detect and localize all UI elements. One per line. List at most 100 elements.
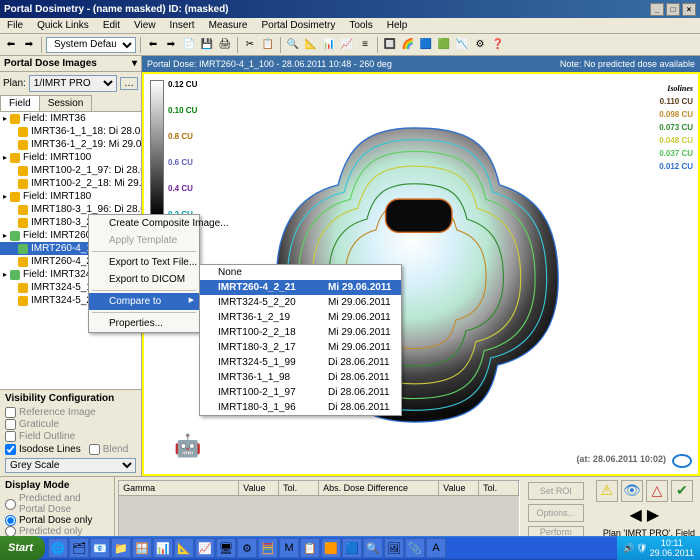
toolbar-icon[interactable]: 📄: [181, 37, 197, 53]
toolbar-icon[interactable]: 🟦: [418, 37, 434, 53]
ctx-item[interactable]: Compare to: [89, 293, 199, 310]
task-item[interactable]: 🪟: [132, 538, 152, 558]
tab-session[interactable]: Session: [39, 95, 93, 111]
context-menu[interactable]: Create Composite Image...Apply TemplateE…: [88, 214, 200, 333]
toolbar-icon[interactable]: 📈: [339, 37, 355, 53]
tree-field[interactable]: ▸Field: IMRT180: [0, 190, 141, 203]
menu-tools[interactable]: Tools: [342, 19, 379, 32]
compare-item[interactable]: IMRT36-1_2_19Mi 29.06.2011: [200, 310, 401, 325]
eye-icon[interactable]: [672, 454, 692, 468]
compare-item[interactable]: IMRT260-4_2_21Mi 29.06.2011: [200, 280, 401, 295]
task-item[interactable]: 📐: [174, 538, 194, 558]
toolbar-icon[interactable]: ⬅: [145, 37, 161, 53]
ref-image-check[interactable]: [5, 407, 16, 418]
menubar[interactable]: FileQuick LinksEditViewInsertMeasurePort…: [0, 18, 700, 34]
tree-field[interactable]: ▸Field: IMRT100: [0, 151, 141, 164]
tab-field[interactable]: Field: [0, 95, 40, 111]
maximize-button[interactable]: □: [666, 3, 680, 16]
ctx-item[interactable]: Create Composite Image...: [89, 215, 199, 232]
task-item[interactable]: 🟧: [321, 538, 341, 558]
task-item[interactable]: 🖼: [384, 538, 404, 558]
task-item[interactable]: 📋: [300, 538, 320, 558]
menu-help[interactable]: Help: [380, 19, 415, 32]
toolbar-icon[interactable]: 🔲: [382, 37, 398, 53]
toolbar-icon[interactable]: 📐: [303, 37, 319, 53]
plan-select[interactable]: 1/IMRT PRO: [29, 75, 117, 92]
tree-item[interactable]: IMRT36-1_2_19: Mi 29.06.2011: [0, 138, 141, 151]
compare-item[interactable]: IMRT180-3_1_96Di 28.06.2011: [200, 400, 401, 415]
options-button[interactable]: Options...: [528, 504, 584, 522]
menu-view[interactable]: View: [127, 19, 163, 32]
taskbar[interactable]: Start 🌐🗂📧📁🪟📊📐📈🖥⚙🧮M📋🟧🟦🔍🖼📎A 🔊🛡 10:1129.06.…: [0, 536, 700, 560]
toolbar-icon[interactable]: 📊: [321, 37, 337, 53]
compare-item[interactable]: IMRT324-5_1_99Di 28.06.2011: [200, 355, 401, 370]
menu-file[interactable]: File: [0, 19, 30, 32]
warn-icon[interactable]: ⚠: [596, 480, 618, 502]
toolbar-icon[interactable]: ✂: [242, 37, 258, 53]
toolbar-icon[interactable]: 🖨: [217, 37, 233, 53]
ctx-item[interactable]: Export to DICOM: [89, 271, 199, 288]
prev-image-button[interactable]: ◀: [630, 505, 642, 525]
compare-none[interactable]: None: [200, 265, 401, 280]
toolbar-icon[interactable]: ≡: [357, 37, 373, 53]
compare-item[interactable]: IMRT100-2_1_97Di 28.06.2011: [200, 385, 401, 400]
system-tray[interactable]: 🔊🛡 10:1129.06.2011: [617, 536, 700, 560]
task-item[interactable]: 📊: [153, 538, 173, 558]
compare-item[interactable]: IMRT324-5_2_20Mi 29.06.2011: [200, 295, 401, 310]
tree-field[interactable]: ▸Field: IMRT36: [0, 112, 141, 125]
check-icon[interactable]: ✔: [671, 480, 693, 502]
task-item[interactable]: ⚙: [237, 538, 257, 558]
task-item[interactable]: 🧮: [258, 538, 278, 558]
toolbar-icon[interactable]: 📋: [260, 37, 276, 53]
task-item[interactable]: 🌐: [48, 538, 68, 558]
toolbar-icon[interactable]: ⚙: [472, 37, 488, 53]
graticule-check[interactable]: [5, 419, 16, 430]
menu-quick-links[interactable]: Quick Links: [30, 19, 96, 32]
task-item[interactable]: 📎: [405, 538, 425, 558]
toolbar-icon[interactable]: 🌈: [400, 37, 416, 53]
toolbar-icon[interactable]: 🔍: [285, 37, 301, 53]
task-item[interactable]: 📈: [195, 538, 215, 558]
isodose-check[interactable]: [5, 444, 16, 455]
task-item[interactable]: 🔍: [363, 538, 383, 558]
fwd-icon[interactable]: ➡: [21, 37, 37, 53]
task-item[interactable]: 📁: [111, 538, 131, 558]
compare-item[interactable]: IMRT180-3_2_17Mi 29.06.2011: [200, 340, 401, 355]
toolbar-icon[interactable]: ❓: [490, 37, 506, 53]
field-outline-check[interactable]: [5, 431, 16, 442]
disp-radio[interactable]: [5, 499, 16, 510]
blend-check[interactable]: [89, 444, 100, 455]
back-icon[interactable]: ⬅: [3, 37, 19, 53]
tree-item[interactable]: IMRT100-2_2_18: Mi 29.06.2011: [0, 177, 141, 190]
ctx-item[interactable]: Properties...: [89, 315, 199, 332]
compare-item[interactable]: IMRT100-2_2_18Mi 29.06.2011: [200, 325, 401, 340]
plan-ellipsis-button[interactable]: …: [120, 77, 138, 90]
tree-item[interactable]: IMRT100-2_1_97: Di 28.06.2011: [0, 164, 141, 177]
menu-edit[interactable]: Edit: [96, 19, 127, 32]
compare-submenu[interactable]: NoneIMRT260-4_2_21Mi 29.06.2011IMRT324-5…: [199, 264, 402, 416]
task-item[interactable]: 📧: [90, 538, 110, 558]
task-item[interactable]: 🟦: [342, 538, 362, 558]
task-item[interactable]: M: [279, 538, 299, 558]
toolbar-icon[interactable]: 💾: [199, 37, 215, 53]
disp-radio[interactable]: [5, 515, 16, 526]
view-icon[interactable]: 👁: [621, 480, 643, 502]
tree-item[interactable]: IMRT36-1_1_18: Di 28.06.2011: [0, 125, 141, 138]
colormap-select[interactable]: Grey Scale: [5, 458, 136, 473]
task-item[interactable]: 🖥: [216, 538, 236, 558]
toolbar-icon[interactable]: 📉: [454, 37, 470, 53]
system-default-select[interactable]: System Default: [46, 37, 136, 53]
menu-insert[interactable]: Insert: [163, 19, 202, 32]
start-button[interactable]: Start: [0, 536, 45, 560]
ctx-item[interactable]: Export to Text File...: [89, 254, 199, 271]
set-roi-button[interactable]: Set ROI: [528, 482, 584, 500]
task-item[interactable]: A: [426, 538, 446, 558]
toolbar-icon[interactable]: ➡: [163, 37, 179, 53]
menu-measure[interactable]: Measure: [202, 19, 255, 32]
minimize-button[interactable]: _: [650, 3, 664, 16]
menu-portal-dosimetry[interactable]: Portal Dosimetry: [254, 19, 342, 32]
close-button[interactable]: ×: [682, 3, 696, 16]
next-image-button[interactable]: ▶: [647, 505, 659, 525]
toolbar-icon[interactable]: 🟩: [436, 37, 452, 53]
delta-icon[interactable]: △: [646, 480, 668, 502]
